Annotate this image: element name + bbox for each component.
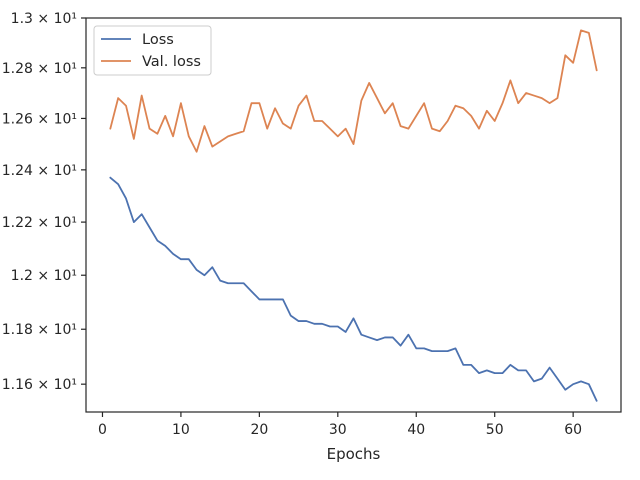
plot-background: [86, 18, 621, 412]
x-axis-label: Epochs: [327, 445, 381, 463]
y-axis: 1.16 × 10¹ 1.18 × 10¹ 1.2 × 10¹ 1.22 × 10¹ 1…: [2, 11, 86, 393]
x-tick-label: 50: [486, 422, 504, 438]
y-tick-label: 1.3 × 10¹: [11, 11, 77, 27]
x-tick-label: 40: [407, 422, 425, 438]
series-line-val-loss: [109, 29, 598, 153]
y-tick-label: 1.24 × 10¹: [2, 163, 77, 179]
x-tick-label: 60: [564, 422, 582, 438]
legend-label-loss: Loss: [142, 32, 174, 48]
plot-frame: [85, 17, 622, 413]
y-tick-label: 1.16 × 10¹: [2, 377, 77, 393]
y-tick-label: 1.18 × 10¹: [2, 322, 77, 338]
series-line-loss: [109, 176, 598, 402]
y-tick-label: 1.28 × 10¹: [2, 61, 77, 77]
x-tick-label: 20: [250, 422, 268, 438]
y-tick-label: 1.22 × 10¹: [2, 215, 77, 231]
y-tick-label: 1.26 × 10¹: [2, 111, 77, 127]
x-tick-label: 0: [98, 422, 107, 438]
x-axis: 0 10 20 30 40 50 60: [98, 412, 582, 438]
x-tick-label: 10: [172, 422, 190, 438]
legend: Loss Val. loss: [93, 25, 212, 76]
legend-label-val-loss: Val. loss: [142, 54, 201, 70]
series-layer: [109, 29, 598, 402]
x-tick-label: 30: [329, 422, 347, 438]
y-tick-label: 1.2 × 10¹: [11, 268, 77, 284]
